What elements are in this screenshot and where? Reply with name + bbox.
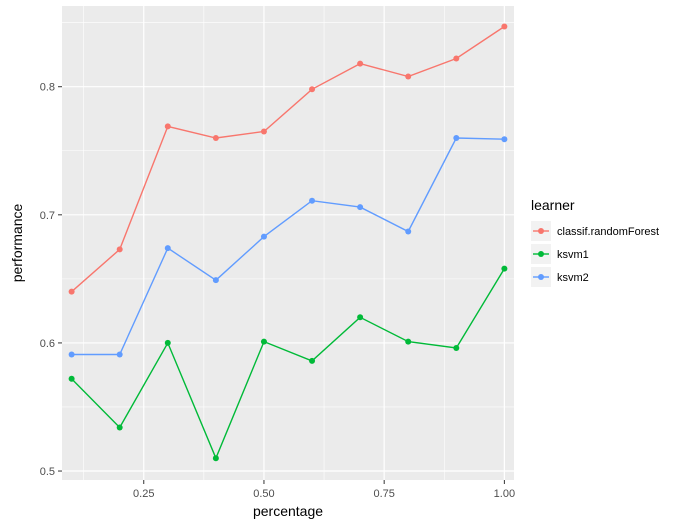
data-point-ksvm1 [453,345,460,352]
y-tick-label: 0.6 [40,338,55,350]
legend-label-ksvm2: ksvm2 [557,272,589,284]
data-point-ksvm2 [405,228,412,235]
data-point-classif-randomforest [164,123,171,130]
data-point-ksvm1 [260,338,267,345]
x-tick-label: 0.50 [253,488,274,500]
data-point-classif-randomforest [260,128,267,135]
data-point-classif-randomforest [501,23,508,30]
legend: learner classif.randomForest ksvm1 ksvm2 [531,197,659,287]
data-point-ksvm2 [164,245,171,252]
data-point-ksvm1 [212,455,219,462]
y-tick-label: 0.5 [40,466,55,478]
plot-panel [62,6,514,480]
x-axis-title: percentage [253,503,323,519]
data-point-ksvm2 [501,136,508,143]
data-point-classif-randomforest [212,134,219,141]
series-ksvm2 [68,134,508,358]
data-point-classif-randomforest [405,73,412,80]
data-point-ksvm2 [68,351,75,358]
data-point-ksvm2 [453,134,460,141]
data-point-ksvm1 [68,375,75,382]
data-point-ksvm1 [357,314,364,321]
data-point-classif-randomforest [453,55,460,62]
data-point-classif-randomforest [68,288,75,295]
y-tick-label: 0.7 [40,210,55,222]
data-point-ksvm2 [212,277,219,284]
y-axis-title: performance [9,203,25,282]
data-point-ksvm1 [501,265,508,272]
data-point-ksvm2 [260,233,267,240]
series-ksvm1 [68,265,508,462]
series-line-classif-randomforest [71,25,505,293]
data-point-classif-randomforest [116,246,123,253]
legend-key-point-ksvm1 [538,251,544,257]
data-point-ksvm1 [405,338,412,345]
series-classif-randomforest [68,23,508,295]
legend-key-point-ksvm2 [538,274,544,280]
legend-label-classif-randomforest: classif.randomForest [557,226,659,238]
legend-label-ksvm1: ksvm1 [557,249,589,261]
data-point-classif-randomforest [357,60,364,67]
data-point-classif-randomforest [309,86,316,93]
x-tick-label: 1.00 [494,488,515,500]
data-point-ksvm1 [116,424,123,431]
grid [62,6,514,480]
series-layer [68,23,508,462]
legend-title: learner [531,197,575,213]
x-tick-label: 0.75 [373,488,394,500]
series-line-ksvm1 [71,268,505,461]
data-point-ksvm1 [309,357,316,364]
data-point-ksvm1 [164,339,171,346]
data-point-ksvm2 [309,197,316,204]
series-line-ksvm2 [71,137,505,356]
legend-key-point-classif-randomforest [538,228,544,234]
data-point-ksvm2 [116,351,123,358]
axes: 0.25 0.50 0.75 1.00 0.5 0.6 0.7 0.8 [40,82,515,500]
x-tick-label: 0.25 [133,488,154,500]
y-tick-label: 0.8 [40,82,55,94]
data-point-ksvm2 [357,204,364,211]
